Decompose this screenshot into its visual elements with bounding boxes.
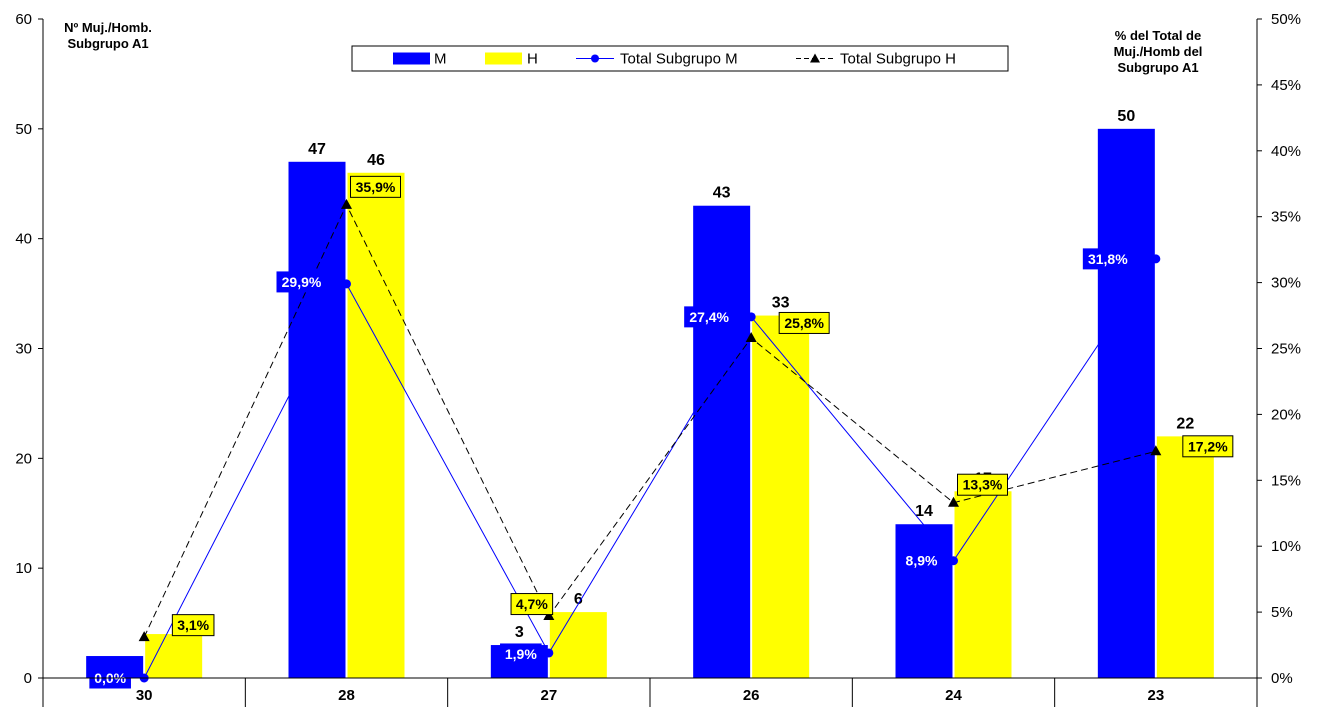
pct-label-box-m — [900, 550, 943, 572]
pct-label-m: 27,4% — [689, 309, 729, 325]
bar-h — [347, 172, 405, 678]
pct-label-h: 3,1% — [177, 617, 209, 633]
y2-tick-label: 25% — [1271, 341, 1301, 358]
bar-m — [693, 205, 751, 678]
bar-value-label-m: 3 — [515, 624, 524, 641]
legend-marker-total-m — [591, 54, 599, 63]
y-tick-label: 40 — [15, 231, 32, 248]
legend-swatch-h — [485, 52, 522, 65]
y2-tick-label: 10% — [1271, 538, 1301, 555]
marker-total-m — [544, 648, 554, 658]
pct-label-box-h — [957, 473, 1008, 496]
pct-label-h: 35,9% — [356, 179, 396, 195]
y2-axis-title-line: Muj./Homb del — [1114, 44, 1203, 59]
pct-label-h: 4,7% — [516, 596, 548, 612]
bar-m — [288, 161, 346, 679]
legend-label-h: H — [527, 51, 538, 68]
bar-value-label-h: 46 — [367, 152, 385, 169]
pct-label-h: 17,2% — [1188, 438, 1228, 454]
y2-tick-label: 20% — [1271, 406, 1301, 423]
y-tick-label: 10 — [15, 560, 32, 577]
marker-total-h — [745, 331, 757, 342]
pct-label-box-h — [778, 311, 830, 334]
y-axis-title-line: Nº Muj./Homb. — [64, 20, 152, 35]
y2-tick-label: 45% — [1271, 77, 1301, 94]
bar-h — [752, 315, 810, 678]
y2-tick-label: 40% — [1271, 143, 1301, 160]
x-category-label: 30 — [136, 687, 153, 704]
marker-total-m — [949, 556, 958, 566]
x-category-label: 24 — [945, 687, 962, 704]
bar-value-label-h: 33 — [772, 295, 790, 312]
legend-label-total-h: Total Subgrupo H — [840, 51, 956, 68]
y2-tick-label: 35% — [1271, 209, 1301, 226]
bar-value-label-m: 43 — [713, 185, 731, 202]
legend-label-m: M — [434, 51, 447, 68]
y2-tick-label: 5% — [1271, 604, 1293, 621]
pct-label-m: 8,9% — [906, 553, 938, 569]
bar-value-label-m: 50 — [1117, 108, 1135, 125]
y2-tick-label: 30% — [1271, 275, 1301, 292]
pct-label-box-h — [1182, 435, 1234, 458]
line-total-subgrupo-m — [143, 258, 1157, 679]
bar-value-label-m: 14 — [915, 503, 933, 520]
marker-total-m — [342, 279, 351, 289]
y-tick-label: 50 — [15, 121, 32, 138]
bar-m — [895, 524, 953, 678]
marker-total-h — [341, 198, 352, 209]
y-tick-label: 30 — [15, 341, 32, 358]
marker-total-h — [948, 496, 959, 507]
y2-axis-title-line: % del Total de — [1115, 28, 1201, 43]
bar-m — [1097, 128, 1155, 679]
pct-label-m: 29,9% — [282, 274, 322, 290]
marker-total-h — [138, 631, 150, 642]
pct-label-m: 1,9% — [505, 646, 537, 662]
bar-h — [145, 634, 203, 678]
pct-label-h: 13,3% — [963, 477, 1003, 493]
pct-label-box-h — [171, 614, 215, 637]
bar-h — [549, 612, 607, 678]
pct-label-box-m — [500, 643, 542, 665]
bar-value-label-h: 22 — [1176, 415, 1194, 432]
marker-total-m — [1151, 254, 1161, 264]
pct-label-box-m — [1082, 248, 1133, 270]
legend-label-total-m: Total Subgrupo M — [620, 51, 738, 68]
bar-h — [954, 491, 1012, 678]
y2-tick-label: 50% — [1271, 11, 1301, 28]
bar-h — [1156, 436, 1214, 678]
pct-label-box-h — [350, 175, 401, 198]
pct-label-h: 25,8% — [784, 315, 824, 331]
pct-label-box-h — [510, 593, 554, 616]
x-category-label: 27 — [540, 687, 557, 704]
pct-label-m: 31,8% — [1088, 251, 1128, 267]
y2-tick-label: 15% — [1271, 472, 1301, 489]
y-tick-label: 0 — [24, 670, 32, 687]
y2-axis-title-line: Subgrupo A1 — [1117, 60, 1198, 75]
x-category-label: 26 — [743, 687, 760, 704]
x-category-label: 23 — [1147, 687, 1164, 704]
marker-total-m — [746, 312, 756, 322]
marker-total-h — [1150, 445, 1162, 456]
bar-value-label-m: 47 — [308, 141, 326, 158]
legend-swatch-m — [393, 52, 430, 65]
y-tick-label: 20 — [15, 450, 32, 467]
pct-label-box-m — [276, 271, 327, 293]
bar-value-label-h: 6 — [574, 591, 583, 608]
legend-marker-total-h — [810, 53, 820, 63]
legend-box — [351, 45, 1009, 72]
y-tick-label: 60 — [15, 11, 32, 28]
x-category-label: 28 — [338, 687, 355, 704]
y-axis-title-line: Subgrupo A1 — [67, 36, 148, 51]
pct-label-box-m — [684, 306, 735, 328]
y2-tick-label: 0% — [1271, 670, 1293, 687]
